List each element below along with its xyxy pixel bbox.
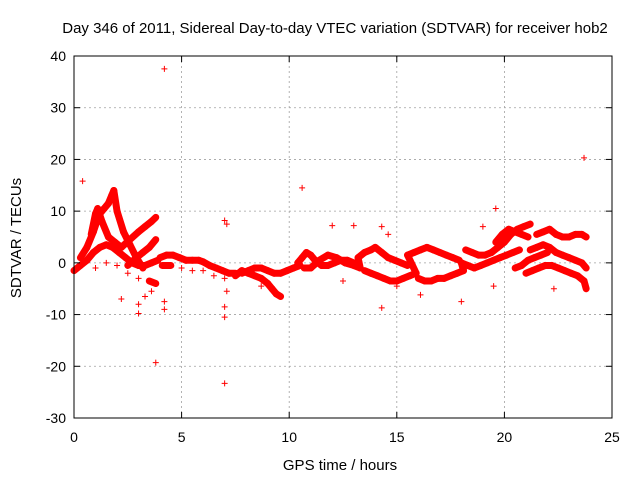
x-tick-label: 20 (497, 429, 513, 445)
outlier-point (118, 296, 125, 303)
outlier-point (550, 285, 557, 292)
outlier-point (221, 314, 228, 321)
data-point (277, 293, 284, 300)
data-point (210, 272, 217, 279)
chart-title: Day 346 of 2011, Sidereal Day-to-day VTE… (62, 20, 608, 37)
dense-track-segment (113, 207, 127, 236)
outlier-point (378, 304, 385, 311)
data-point (152, 214, 159, 221)
data-point (139, 265, 146, 272)
data-point (583, 265, 590, 272)
outlier-point (458, 298, 465, 305)
data-point (200, 267, 207, 274)
axis-ticks (73, 55, 613, 419)
x-tick-label: 15 (389, 429, 405, 445)
y-tick-label: 20 (50, 151, 66, 167)
data-point (583, 285, 590, 292)
x-axis-label: GPS time / hours (283, 457, 397, 474)
y-tick-label: -30 (46, 410, 66, 426)
data-point (92, 265, 99, 272)
outlier-point (221, 380, 228, 387)
data-point (516, 246, 523, 253)
y-tick-label: 40 (50, 48, 66, 64)
y-tick-label: 10 (50, 203, 66, 219)
outlier-point (142, 293, 149, 300)
data-point (124, 270, 131, 277)
outlier-point (79, 178, 86, 185)
data-point (167, 262, 174, 269)
outlier-point (221, 217, 228, 224)
outlier-point (581, 154, 588, 161)
x-tick-label: 10 (281, 429, 297, 445)
data-point (583, 234, 590, 240)
y-tick-label: -20 (46, 358, 66, 374)
outlier-point (490, 283, 497, 290)
y-tick-label: 0 (58, 255, 66, 271)
dense-track-segment (145, 236, 160, 251)
y-tick-label: -10 (46, 307, 66, 323)
outlier-point (299, 184, 306, 191)
dense-track-segment (147, 213, 160, 225)
data-point (152, 236, 159, 243)
outlier-point (223, 221, 230, 228)
outlier-point (350, 222, 357, 229)
data-point (189, 267, 196, 274)
tick-labels: 0 5 10 15 20 25 -30 -20 -10 0 10 20 30 40 (46, 48, 620, 445)
outlier-point (221, 303, 228, 310)
plot-frame (73, 55, 613, 419)
outlier-point (385, 231, 392, 238)
dense-track-segment (87, 210, 100, 238)
outlier-point (378, 223, 385, 230)
outlier-point (393, 283, 400, 290)
data-point (544, 249, 551, 256)
x-tick-label: 5 (178, 429, 186, 445)
outlier-point (329, 222, 336, 229)
data-points (70, 65, 590, 387)
x-tick-label: 25 (604, 429, 620, 445)
outlier-point (417, 291, 424, 298)
outlier-point (152, 359, 159, 366)
outlier-point (135, 301, 142, 308)
outlier-point (161, 298, 168, 305)
data-point (525, 234, 532, 240)
data-point (527, 221, 534, 228)
outlier-point (479, 223, 486, 230)
outlier-point (340, 277, 346, 284)
outlier-point (161, 65, 168, 72)
data-point (103, 259, 110, 266)
outlier-point (135, 310, 142, 317)
data-point (135, 275, 142, 282)
outlier-point (148, 288, 155, 295)
x-tick-label: 0 (70, 429, 78, 445)
data-point (114, 262, 121, 269)
y-tick-label: 30 (50, 100, 66, 116)
outlier-point (223, 288, 230, 295)
outlier-point (258, 283, 265, 290)
y-axis-label: SDTVAR / TECUs (8, 178, 25, 298)
data-point (221, 275, 228, 282)
outlier-point (161, 306, 168, 313)
dense-track-segment (578, 259, 590, 272)
outlier-point (492, 205, 499, 212)
data-point (152, 280, 159, 287)
data-point (178, 265, 185, 272)
